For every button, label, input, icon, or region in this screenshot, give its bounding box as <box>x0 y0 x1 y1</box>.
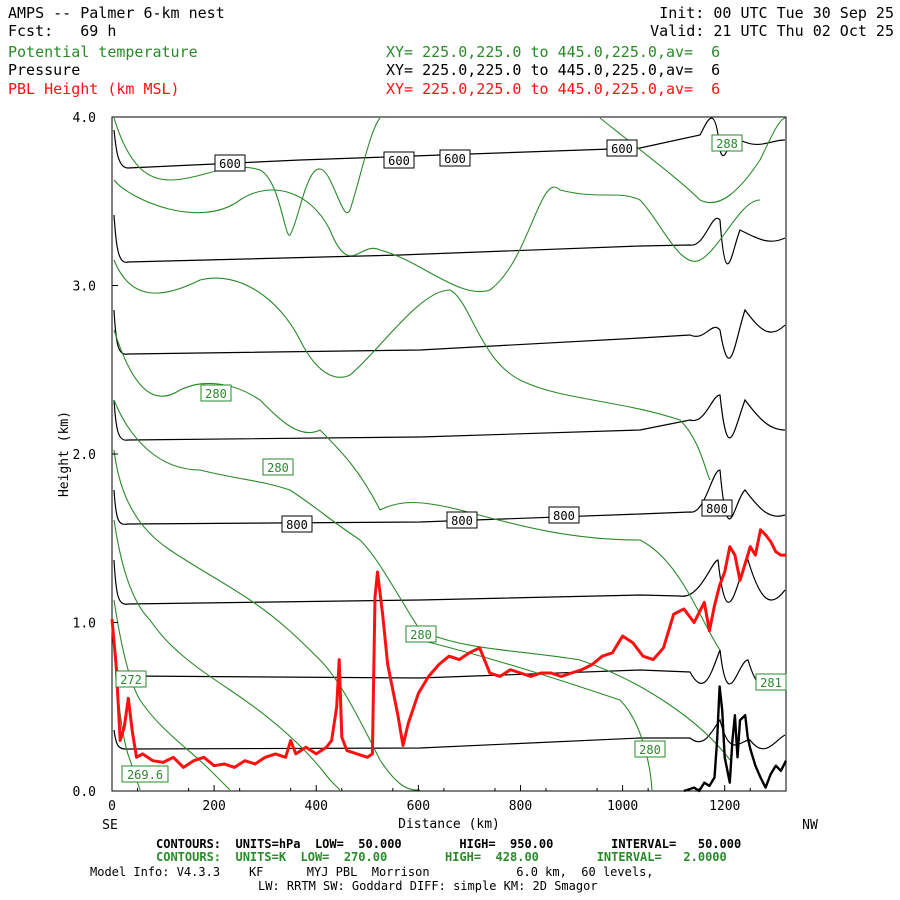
isentrope-line <box>113 259 711 481</box>
theta-contour-label: 269.6 <box>127 768 163 782</box>
init-time: Init: 00 UTC Tue 30 Sep 25 <box>659 4 894 22</box>
x-tick-label: 400 <box>305 799 328 814</box>
pressure-contour-label: 600 <box>611 142 633 156</box>
theta-contour-label: 280 <box>410 628 432 642</box>
contour-labels: 600 600 600 600 800 800 800 800 288 280 280 280 272 2… <box>115 134 787 783</box>
field-name-pressure: Pressure <box>8 61 81 79</box>
theta-contour-label-box <box>121 765 169 783</box>
pressure-contour-label-box <box>281 515 313 533</box>
pressure-contour-label-box <box>383 151 415 169</box>
isentrope-line <box>113 449 421 791</box>
y-tick-label: 3.0 <box>73 280 96 295</box>
y-axis-title: Height (km) <box>57 411 72 497</box>
x-endpoint-right: NW <box>802 818 818 833</box>
pressure-contour-label: 600 <box>444 152 466 166</box>
x-tick-label: 200 <box>202 799 225 814</box>
pbl-height-line <box>110 528 786 769</box>
y-tick-label: 0.0 <box>73 785 96 800</box>
footer-theta-contours: CONTOURS: UNITS=K LOW= 270.00 HIGH= 428.… <box>156 850 727 864</box>
footer-model-info: Model Info: V4.3.3 KF MYJ PBL Morrison 6… <box>90 865 654 879</box>
x-endpoint-left: SE <box>102 818 118 833</box>
pressure-contour-label: 600 <box>388 154 410 168</box>
theta-contour-label-box <box>405 625 437 643</box>
x-tick-label: 0 <box>108 799 116 814</box>
theta-contour-label-box <box>262 458 294 476</box>
isobar-line <box>113 558 786 605</box>
pressure-contour-label: 800 <box>553 509 575 523</box>
isentrope-line <box>113 599 231 791</box>
isobar-line <box>113 214 786 265</box>
theta-contour-label-box <box>115 670 147 688</box>
pressure-contour-label: 600 <box>219 157 241 171</box>
theta-contour-label-box <box>755 673 787 691</box>
isentrope-line <box>113 117 381 236</box>
pressure-contour-label: 800 <box>706 502 728 516</box>
field-xy-pressure: XY= 225.0,225.0 to 445.0,225.0,av= 6 <box>386 61 721 79</box>
isentrope-line <box>419 639 653 791</box>
isobar-line <box>113 718 786 750</box>
pressure-contour-label: 800 <box>286 518 308 532</box>
forecast-hour: Fcst: 69 h <box>8 22 117 40</box>
pressure-contour-label-box <box>214 154 246 172</box>
x-tick-label: 800 <box>509 799 532 814</box>
pbl-layer <box>110 528 786 769</box>
field-name-pbl: PBL Height (km MSL) <box>8 80 180 98</box>
isentrope-line <box>599 117 786 204</box>
theta-contour-label: 272 <box>120 673 142 687</box>
pressure-contour-label-box <box>701 499 733 517</box>
field-name-theta: Potential temperature <box>8 43 198 61</box>
x-tick-label: 1000 <box>607 799 638 814</box>
isobar-line <box>113 394 786 441</box>
isentrope-line <box>113 399 731 761</box>
valid-time: Valid: 21 UTC Thu 02 Oct 25 <box>650 22 894 40</box>
contour-background <box>113 117 786 791</box>
theta-contour-label: 280 <box>639 743 661 757</box>
theta-contour-label-box <box>711 134 743 152</box>
pressure-contour-label: 800 <box>451 514 473 528</box>
x-axis-title: Distance (km) <box>398 817 500 832</box>
footer-physics-info: LW: RRTM SW: Goddard DIFF: simple KM: 2D… <box>258 879 598 893</box>
isobar-line <box>113 308 786 359</box>
pressure-contour-label-box <box>548 506 580 524</box>
theta-contour-label: 280 <box>205 387 227 401</box>
theta-contour-label-box <box>634 740 666 758</box>
theta-contour-label-box <box>200 384 232 402</box>
terrain-line <box>683 685 788 793</box>
isentrope-line <box>113 179 761 293</box>
axes: 0 200 400 600 800 1000 1200 0.0 1.0 2.0 3.0 4.0 Dist… <box>57 111 818 833</box>
isentrope-line <box>113 329 721 651</box>
field-xy-theta: XY= 225.0,225.0 to 445.0,225.0,av= 6 <box>386 43 721 61</box>
pressure-contour-label-box <box>446 511 478 529</box>
footer-pressure-contours: CONTOURS: UNITS=hPa LOW= 50.000 HIGH= 95… <box>156 837 742 851</box>
pressure-contour-label-box <box>606 139 638 157</box>
field-xy-pbl: XY= 225.0,225.0 to 445.0,225.0,av= 6 <box>386 80 721 98</box>
y-tick-label: 1.0 <box>73 617 96 632</box>
isobar-line <box>113 469 786 525</box>
plot-frame <box>111 116 787 792</box>
isentrope-line <box>113 519 341 791</box>
theta-contour-label: 288 <box>716 137 738 151</box>
model-title: AMPS -- Palmer 6-km nest <box>8 4 225 22</box>
y-tick-label: 2.0 <box>73 448 96 463</box>
pressure-contour-label-box <box>439 149 471 167</box>
x-tick-label: 1200 <box>709 799 740 814</box>
theta-contour-label: 281 <box>760 676 782 690</box>
y-tick-label: 4.0 <box>73 111 96 126</box>
terrain-layer <box>683 685 788 793</box>
x-tick-label: 600 <box>407 799 430 814</box>
theta-contour-label: 280 <box>267 461 289 475</box>
